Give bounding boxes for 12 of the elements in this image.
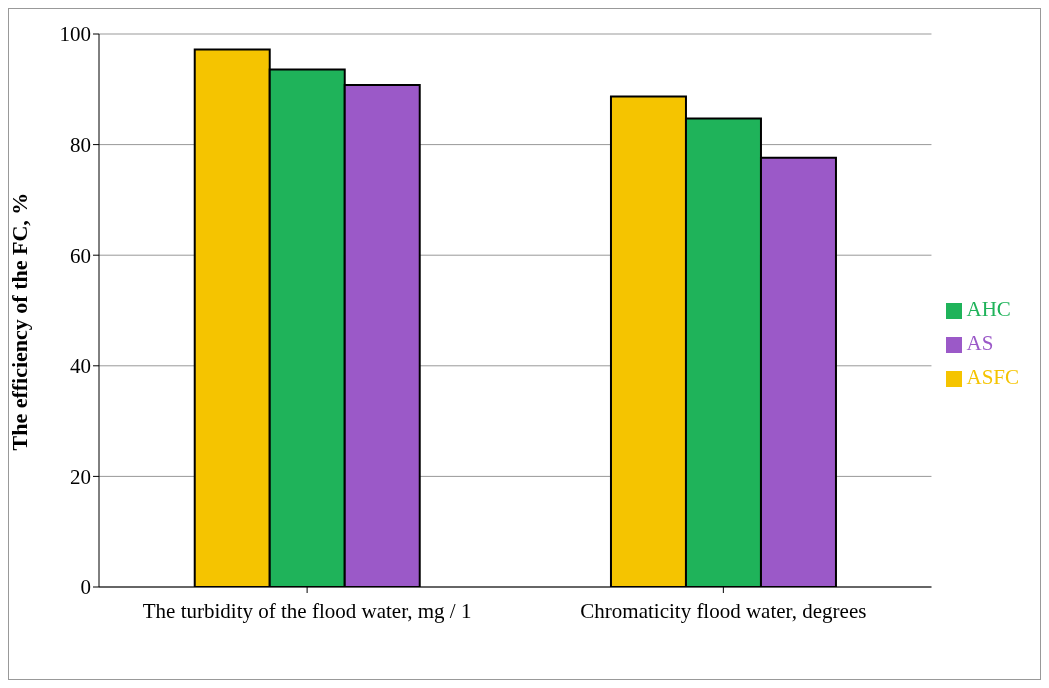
legend-label: AHC bbox=[966, 297, 1011, 321]
x-tick-label: Chromaticity flood water, degrees bbox=[580, 598, 867, 623]
y-tick-label: 0 bbox=[80, 575, 91, 600]
y-tick-label: 80 bbox=[70, 133, 91, 158]
y-tick-label: 40 bbox=[70, 354, 91, 379]
x-tick-label: The turbidity of the flood water, mg / 1 bbox=[142, 598, 472, 623]
y-tick-label: 60 bbox=[70, 243, 91, 268]
legend-label: AS bbox=[966, 331, 994, 355]
legend-label: ASFC bbox=[966, 365, 1019, 389]
y-axis-title: The efficiency of the FC, % bbox=[6, 192, 32, 451]
y-tick-label: 20 bbox=[70, 464, 91, 489]
y-tick-label: 100 bbox=[59, 22, 91, 47]
